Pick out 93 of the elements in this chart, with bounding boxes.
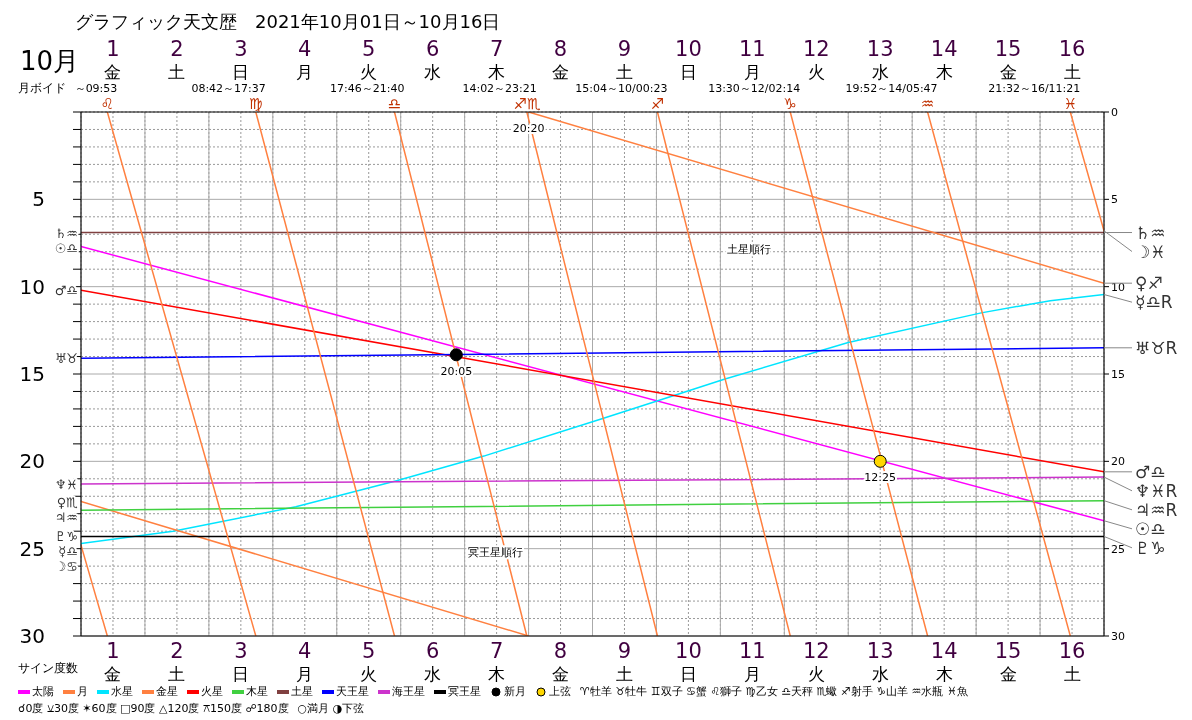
annotation: ♃♒	[54, 509, 78, 525]
x2-tick-label: 2 土	[168, 37, 186, 82]
legend-label: 海王星	[391, 684, 425, 699]
y2-tick-label: 25	[1111, 542, 1125, 556]
y2-tick-label: 10	[1111, 280, 1125, 294]
annotation: ♃♒R	[1135, 499, 1178, 520]
legend-label: 木星	[245, 684, 268, 699]
x-tick-label: 5 火	[360, 639, 378, 684]
annotation: ♂♎	[1135, 461, 1166, 482]
annotation: ☿♎R	[1135, 292, 1173, 313]
x2-tick-label: 11 月	[738, 37, 766, 82]
annotation: ♇♑	[54, 529, 78, 545]
x2-tick-label: 10 日	[675, 37, 702, 82]
legend-label: 金星	[155, 684, 178, 699]
y-tick-label: 5	[32, 187, 45, 212]
annotation: ♀♐	[1135, 273, 1163, 294]
annotation: ♄♒	[54, 225, 78, 241]
x-tick-label: 16 土	[1058, 639, 1086, 684]
y2-tick-label: 20	[1111, 455, 1125, 469]
x-tick-label: 2 土	[168, 639, 186, 684]
x-tick-label: 8 金	[552, 639, 570, 684]
annotation: 21:32～16/11:21 ♓	[988, 82, 1081, 113]
y-tick-label: 15	[19, 362, 45, 387]
legend-label: 土星	[290, 684, 313, 699]
y2-tick-label: 15	[1111, 367, 1125, 381]
x2-tick-label: 7 木	[488, 37, 506, 82]
legend-label: 月	[76, 684, 88, 699]
x2-tick-label: 6 水	[424, 37, 442, 82]
x2-tick-label: 8 金	[552, 37, 570, 82]
x2-tick-label: 15 金	[994, 37, 1022, 82]
annotation: 19:52～14/05:47 ♒	[845, 82, 938, 113]
x-tick-label: 6 水	[424, 639, 442, 684]
annotation: 14:02～23:21 ♐♏	[462, 82, 541, 113]
legend-label: 天王星	[335, 684, 369, 699]
x2-tick-label: 3 日	[232, 37, 250, 82]
y-tick-label: 20	[19, 449, 45, 474]
legend-label: 新月	[503, 684, 526, 699]
text: サイン度数	[18, 661, 78, 675]
x-tick-label: 12 火	[802, 639, 830, 684]
annotation: 13:30～12/02:14 ♑	[708, 82, 801, 113]
y2-tick-label: 5	[1111, 193, 1118, 207]
annotation: ～09:53 ♌	[74, 82, 118, 113]
y2-tick-label: 0	[1111, 105, 1118, 119]
x2-tick-label: 13 水	[866, 37, 894, 82]
annotation: ☿♎	[58, 544, 78, 560]
text: ♈牡羊 ♉牡牛 ♊双子 ♋蟹 ♌獅子 ♍乙女 ♎天秤 ♏蠍 ♐射手 ♑山羊 ♒水瓶 ♓魚	[580, 684, 968, 699]
x2-tick-label: 1 金	[104, 37, 122, 82]
x-tick-label: 10 日	[675, 639, 702, 684]
annotation: 08:42～17:37 ♍	[191, 82, 266, 113]
x-tick-label: 4 月	[296, 639, 314, 684]
text: ☌0度 ⚺30度 ✶60度 □90度 △120度 ⚻150度 ☍180度	[18, 701, 289, 716]
x-tick-label: 1 金	[104, 639, 122, 684]
x-tick-label: 3 日	[232, 639, 250, 684]
annotation: ♅♉R	[1135, 337, 1178, 358]
annotation: 17:46～21:40 ♎	[330, 82, 405, 113]
x2-tick-label: 5 火	[360, 37, 378, 82]
x-tick-label: 15 金	[994, 639, 1022, 684]
annotation: ♄♒	[1135, 222, 1166, 243]
x2-tick-label: 9 土	[615, 37, 633, 82]
legend-label: 火星	[200, 684, 223, 699]
annotation: ☉♎	[1135, 518, 1166, 539]
annotation: ☽♋	[54, 559, 78, 575]
legend-label: 水星	[110, 684, 133, 699]
text: 月ボイド	[18, 81, 66, 95]
x-tick-label: 14 木	[930, 639, 958, 684]
text: 10月	[19, 46, 80, 76]
chart-title: グラフィック天文歴 2021年10月01日～10月16日	[75, 11, 501, 32]
legend-label: 太陽	[31, 684, 54, 699]
annotation: ☽♓	[1135, 241, 1166, 262]
annotation: 15:04～10/00:23 ♐	[575, 82, 668, 113]
x2-tick-label: 16 土	[1058, 37, 1086, 82]
x2-tick-label: 14 木	[930, 37, 958, 82]
x-tick-label: 9 土	[615, 639, 633, 684]
x-tick-label: 13 水	[866, 639, 894, 684]
annotation: ♆♓	[54, 477, 78, 493]
y-tick-label: 30	[19, 624, 45, 649]
y2-tick-label: 30	[1111, 629, 1125, 643]
y-tick-label: 25	[19, 536, 45, 561]
x-tick-label: 7 木	[488, 639, 506, 684]
annotation: ♀♏	[56, 494, 78, 510]
y-tick-label: 10	[19, 274, 45, 299]
annotation: 土星順行	[727, 242, 772, 256]
annotation: ♅♉	[54, 351, 78, 367]
annotation: ☉♎	[54, 240, 78, 256]
legend-label: 上弦	[548, 684, 571, 699]
annotation: ♂♎	[54, 283, 78, 299]
x2-tick-label: 4 月	[296, 37, 314, 82]
legend-label: 冥王星	[447, 684, 481, 699]
annotation: ♆♓R	[1135, 480, 1178, 501]
annotation: ♇♑	[1135, 537, 1166, 558]
x-tick-label: 11 月	[738, 639, 766, 684]
text: ○満月 ◑下弦	[297, 701, 365, 716]
x2-tick-label: 12 火	[802, 37, 830, 82]
